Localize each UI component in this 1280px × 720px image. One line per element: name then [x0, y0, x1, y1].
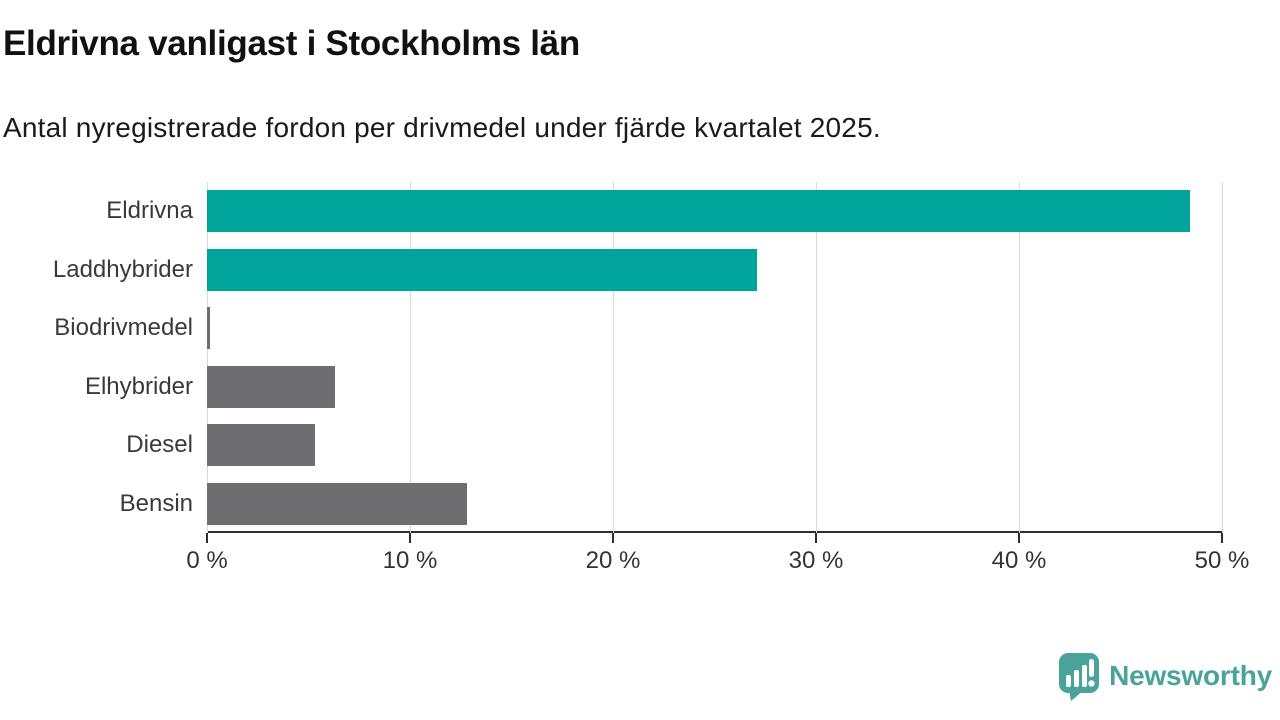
gridline-40 [1018, 182, 1020, 533]
x-tick-label-30: 30 % [788, 547, 844, 574]
category-label-biodrivmedel: Biodrivmedel [54, 314, 193, 342]
newsworthy-logo: Newsworthy [1057, 651, 1272, 701]
tick-mark-30 [815, 533, 817, 543]
tick-mark-50 [1221, 533, 1223, 543]
category-label-diesel: Diesel [126, 431, 193, 459]
category-label-eldrivna: Eldrivna [106, 197, 193, 225]
x-tick-label-0: 0 % [186, 547, 228, 574]
bar-eldrivna [207, 190, 1190, 233]
chart-subtitle: Antal nyregistrerade fordon per drivmede… [3, 112, 881, 143]
x-axis-line [207, 531, 1222, 533]
gridline-10 [409, 182, 411, 533]
newsworthy-bubble-chart-icon [1059, 653, 1100, 701]
bar-elhybrider [207, 365, 335, 408]
bar-bensin [207, 482, 467, 525]
tick-mark-10 [409, 533, 411, 543]
category-label-laddhybrider: Laddhybrider [52, 255, 193, 283]
gridline-50 [1221, 182, 1223, 533]
category-label-bensin: Bensin [119, 489, 193, 517]
chart-title: Eldrivna vanligast i Stockholms län [3, 24, 580, 63]
y-axis-category-labels: Eldrivna Laddhybrider Biodrivmedel Elhybrid… [0, 182, 193, 533]
plot-area [206, 182, 1223, 543]
tick-mark-0 [206, 533, 208, 543]
bar-laddhybrider [207, 248, 758, 291]
x-tick-label-40: 40 % [991, 547, 1047, 574]
category-label-elhybrider: Elhybrider [84, 372, 193, 400]
x-axis-tick-labels: 0 % 10 % 20 % 30 % 40 % 50 % [186, 547, 1249, 577]
tick-mark-20 [612, 533, 614, 543]
gridline-20 [612, 182, 614, 533]
gridline-30 [815, 182, 817, 533]
x-tick-label-20: 20 % [585, 547, 641, 574]
tick-mark-40 [1018, 533, 1020, 543]
bar-diesel [207, 424, 315, 467]
gridline-0 [206, 182, 208, 533]
x-tick-label-50: 50 % [1194, 547, 1250, 574]
bar-biodrivmedel [207, 307, 211, 350]
newsworthy-wordmark: Newsworthy [1109, 660, 1272, 691]
x-tick-label-10: 10 % [382, 547, 438, 574]
